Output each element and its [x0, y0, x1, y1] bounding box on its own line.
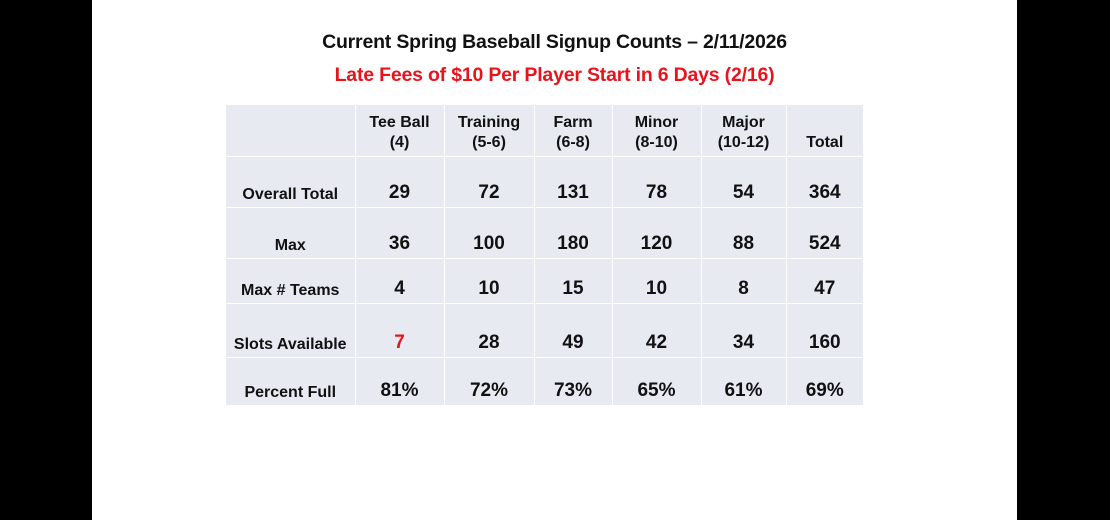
column-header-line1: Major — [722, 113, 765, 131]
row-label: Slots Available — [226, 302, 356, 358]
table-cell: 73% — [533, 356, 613, 405]
table-cell: 28 — [443, 302, 535, 358]
column-header-line2: (8-10) — [635, 133, 678, 151]
table-row-max: Max 36 100 180 120 88 524 — [226, 206, 863, 259]
column-header-line1: Total — [806, 133, 844, 151]
row-label: Max # Teams — [226, 257, 356, 304]
table-row-overall-total: Overall Total 29 72 131 78 54 364 — [226, 155, 863, 208]
table-cell: 100 — [443, 206, 535, 259]
column-header-line2: (5-6) — [472, 133, 506, 151]
table-cell: 88 — [700, 206, 787, 259]
table-header-row: Tee Ball (4) Training (5-6) Farm (6-8) M… — [226, 105, 863, 157]
table-cell: 120 — [611, 206, 702, 259]
column-header-line2: (10-12) — [717, 133, 770, 151]
table-cell: 72% — [443, 356, 535, 405]
table-cell: 131 — [533, 155, 613, 208]
column-header-line1: Tee Ball — [369, 113, 430, 131]
table-cell: 4 — [354, 257, 445, 304]
column-header-line2: (6-8) — [556, 133, 590, 151]
table-cell: 36 — [354, 206, 445, 259]
row-label: Percent Full — [226, 356, 356, 405]
table-cell: 180 — [533, 206, 613, 259]
table-cell-total: 364 — [785, 155, 863, 208]
table-cell: 78 — [611, 155, 702, 208]
slide: Current Spring Baseball Signup Counts – … — [92, 0, 1017, 520]
table-cell: 10 — [611, 257, 702, 304]
column-header-training: Training (5-6) — [443, 105, 535, 157]
table-cell: 34 — [700, 302, 787, 358]
column-header-line1: Farm — [553, 113, 593, 131]
table-cell: 81% — [354, 356, 445, 405]
column-header-major: Major (10-12) — [700, 105, 787, 157]
table-cell-low-availability: 7 — [354, 302, 445, 358]
table-cell: 61% — [700, 356, 787, 405]
table-cell-total: 524 — [785, 206, 863, 259]
column-header-line1: Training — [457, 113, 521, 131]
table-cell: 54 — [700, 155, 787, 208]
table-row-max-teams: Max # Teams 4 10 15 10 8 47 — [226, 257, 863, 304]
page-title: Current Spring Baseball Signup Counts – … — [322, 31, 787, 53]
letterbox-right — [1017, 0, 1110, 520]
table-cell: 49 — [533, 302, 613, 358]
late-fee-notice: Late Fees of $10 Per Player Start in 6 D… — [334, 64, 775, 86]
row-label: Overall Total — [226, 155, 356, 208]
table-row-percent-full: Percent Full 81% 72% 73% 65% 61% 69% — [226, 356, 863, 405]
header-corner — [226, 105, 356, 157]
table-cell-total: 69% — [785, 356, 863, 405]
column-header-line2: (4) — [389, 133, 410, 151]
table-cell-total: 160 — [785, 302, 863, 358]
table-cell: 15 — [533, 257, 613, 304]
signup-counts-table: Tee Ball (4) Training (5-6) Farm (6-8) M… — [226, 105, 863, 405]
table-cell: 65% — [611, 356, 702, 405]
column-header-total: Total — [785, 105, 863, 157]
letterbox-left — [0, 0, 92, 520]
table-row-slots-available: Slots Available 7 28 49 42 34 160 — [226, 302, 863, 358]
column-header-farm: Farm (6-8) — [533, 105, 613, 157]
row-label: Max — [226, 206, 356, 259]
table-cell: 10 — [443, 257, 535, 304]
table-cell: 42 — [611, 302, 702, 358]
column-header-tee-ball: Tee Ball (4) — [354, 105, 445, 157]
table-cell-total: 47 — [785, 257, 863, 304]
table-cell: 29 — [354, 155, 445, 208]
table-cell: 72 — [443, 155, 535, 208]
column-header-line1: Minor — [634, 113, 679, 131]
column-header-minor: Minor (8-10) — [611, 105, 702, 157]
table-cell: 8 — [700, 257, 787, 304]
